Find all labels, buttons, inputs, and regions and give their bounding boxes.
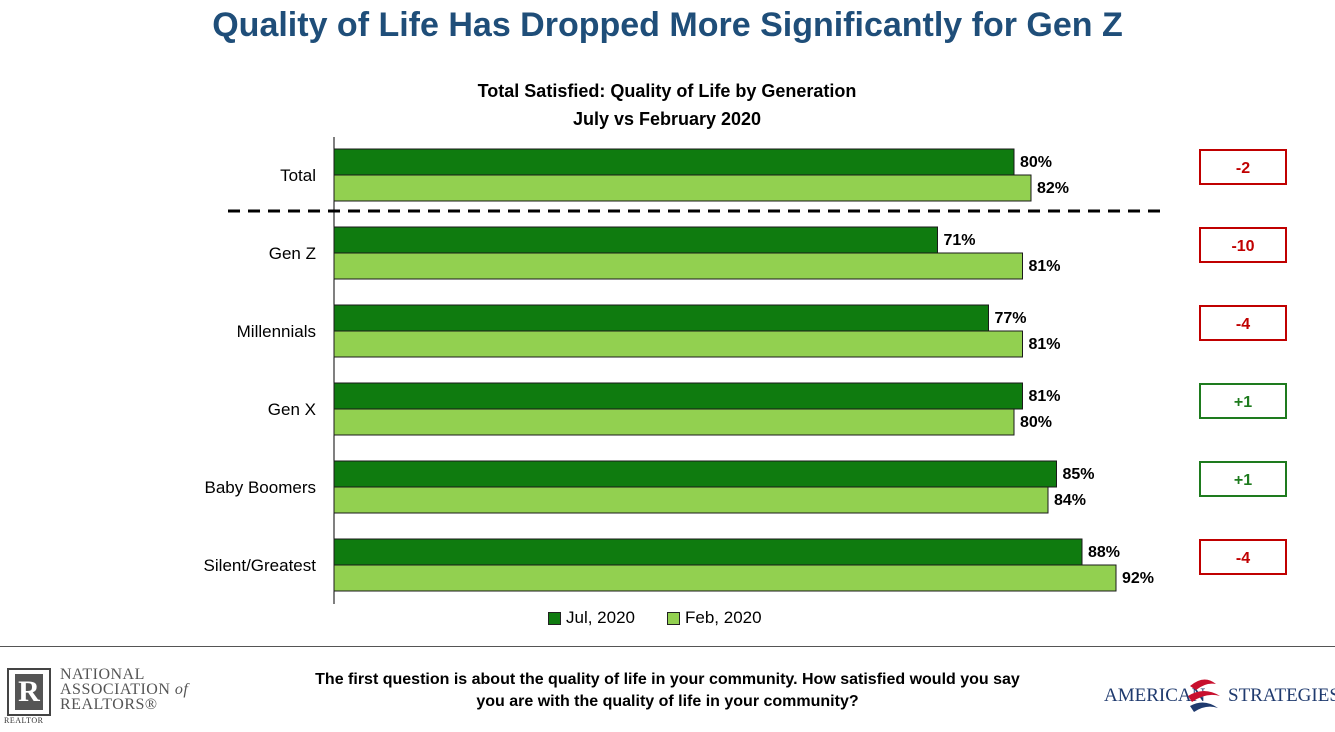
bar-jul-baby-boomers [333, 460, 1057, 488]
category-label-baby-boomers: Baby Boomers [205, 478, 317, 497]
chart-title-block: Total Satisfied: Quality of Life by Gene… [334, 77, 1000, 133]
legend-swatch-feb [667, 611, 680, 625]
legend-label-feb: Feb, 2020 [685, 608, 762, 627]
nar-logo-text: NATIONAL ASSOCIATION of REALTORS® [60, 666, 189, 713]
change-box-millennials [1199, 305, 1287, 341]
data-label-feb-silent-greatest: 92% [1122, 570, 1154, 587]
change-label-baby-boomers: +1 [1234, 472, 1252, 489]
bar-feb-baby-boomers [333, 486, 1049, 514]
as-logo-right-text: STRATEGIES [1228, 685, 1335, 706]
data-label-feb-millennials: 81% [1029, 336, 1061, 353]
bar-jul-gen-x [333, 382, 1023, 410]
change-box-gen-z [1199, 227, 1287, 263]
change-box-total [1199, 149, 1287, 185]
data-label-jul-millennials: 77% [995, 310, 1027, 327]
category-label-total: Total [280, 166, 316, 185]
bar-feb-millennials [333, 330, 1023, 358]
legend-item-jul: Jul, 2020 [548, 608, 635, 628]
chart-legend: Jul, 2020 Feb, 2020 [548, 608, 762, 628]
data-label-jul-total: 80% [1020, 154, 1052, 171]
category-label-gen-z: Gen Z [269, 244, 316, 263]
bar-feb-gen-z [333, 252, 1023, 280]
bar-jul-silent-greatest [333, 538, 1083, 566]
page-title: Quality of Life Has Dropped More Signifi… [212, 6, 1123, 44]
data-label-jul-silent-greatest: 88% [1088, 544, 1120, 561]
bar-jul-gen-z [333, 226, 938, 254]
bar-jul-millennials [333, 304, 989, 332]
data-label-jul-baby-boomers: 85% [1063, 466, 1095, 483]
as-logo-left-text: AMERICAN [1104, 685, 1206, 706]
data-label-feb-gen-z: 81% [1029, 258, 1061, 275]
bar-feb-gen-x [333, 408, 1015, 436]
bar-chart: Total 80% 82% -2 Gen Z 71% 81% -10 Millennials 77… [204, 137, 1287, 604]
data-label-jul-gen-z: 71% [944, 232, 976, 249]
category-label-gen-x: Gen X [268, 400, 316, 419]
category-label-millennials: Millennials [237, 322, 316, 341]
survey-question: The first question is about the quality … [315, 671, 1020, 710]
chart-title: Total Satisfied: Quality of Life by Gene… [477, 81, 857, 101]
data-label-feb-gen-x: 80% [1020, 414, 1052, 431]
legend-item-feb: Feb, 2020 [667, 608, 762, 628]
data-label-feb-total: 82% [1037, 180, 1069, 197]
change-box-gen-x [1199, 383, 1287, 419]
change-box-silent-greatest [1199, 539, 1287, 575]
change-label-silent-greatest: -4 [1236, 550, 1250, 567]
change-label-total: -2 [1236, 160, 1250, 177]
nar-logo: R REALTOR NATIONAL ASSOCIATION of REALTO… [4, 664, 214, 728]
category-label-silent-greatest: Silent/Greatest [204, 556, 317, 575]
change-label-millennials: -4 [1236, 316, 1250, 333]
bar-feb-total [333, 174, 1032, 202]
realtor-badge-text: REALTOR [4, 716, 44, 725]
data-label-feb-baby-boomers: 84% [1054, 492, 1086, 509]
legend-label-jul: Jul, 2020 [566, 608, 635, 627]
american-strategies-logo: AMERICAN STRATEGIES [1104, 676, 1335, 720]
realtor-r-icon: R [7, 668, 51, 716]
legend-swatch-jul [548, 611, 561, 625]
data-label-jul-gen-x: 81% [1029, 388, 1061, 405]
chart-subtitle: July vs February 2020 [572, 109, 762, 129]
change-label-gen-z: -10 [1231, 238, 1254, 255]
footer-divider [0, 646, 1335, 647]
bar-feb-silent-greatest [333, 564, 1117, 592]
flag-swoosh-icon [1188, 679, 1220, 712]
change-label-gen-x: +1 [1234, 394, 1252, 411]
bar-jul-total [333, 148, 1015, 176]
change-box-baby-boomers [1199, 461, 1287, 497]
